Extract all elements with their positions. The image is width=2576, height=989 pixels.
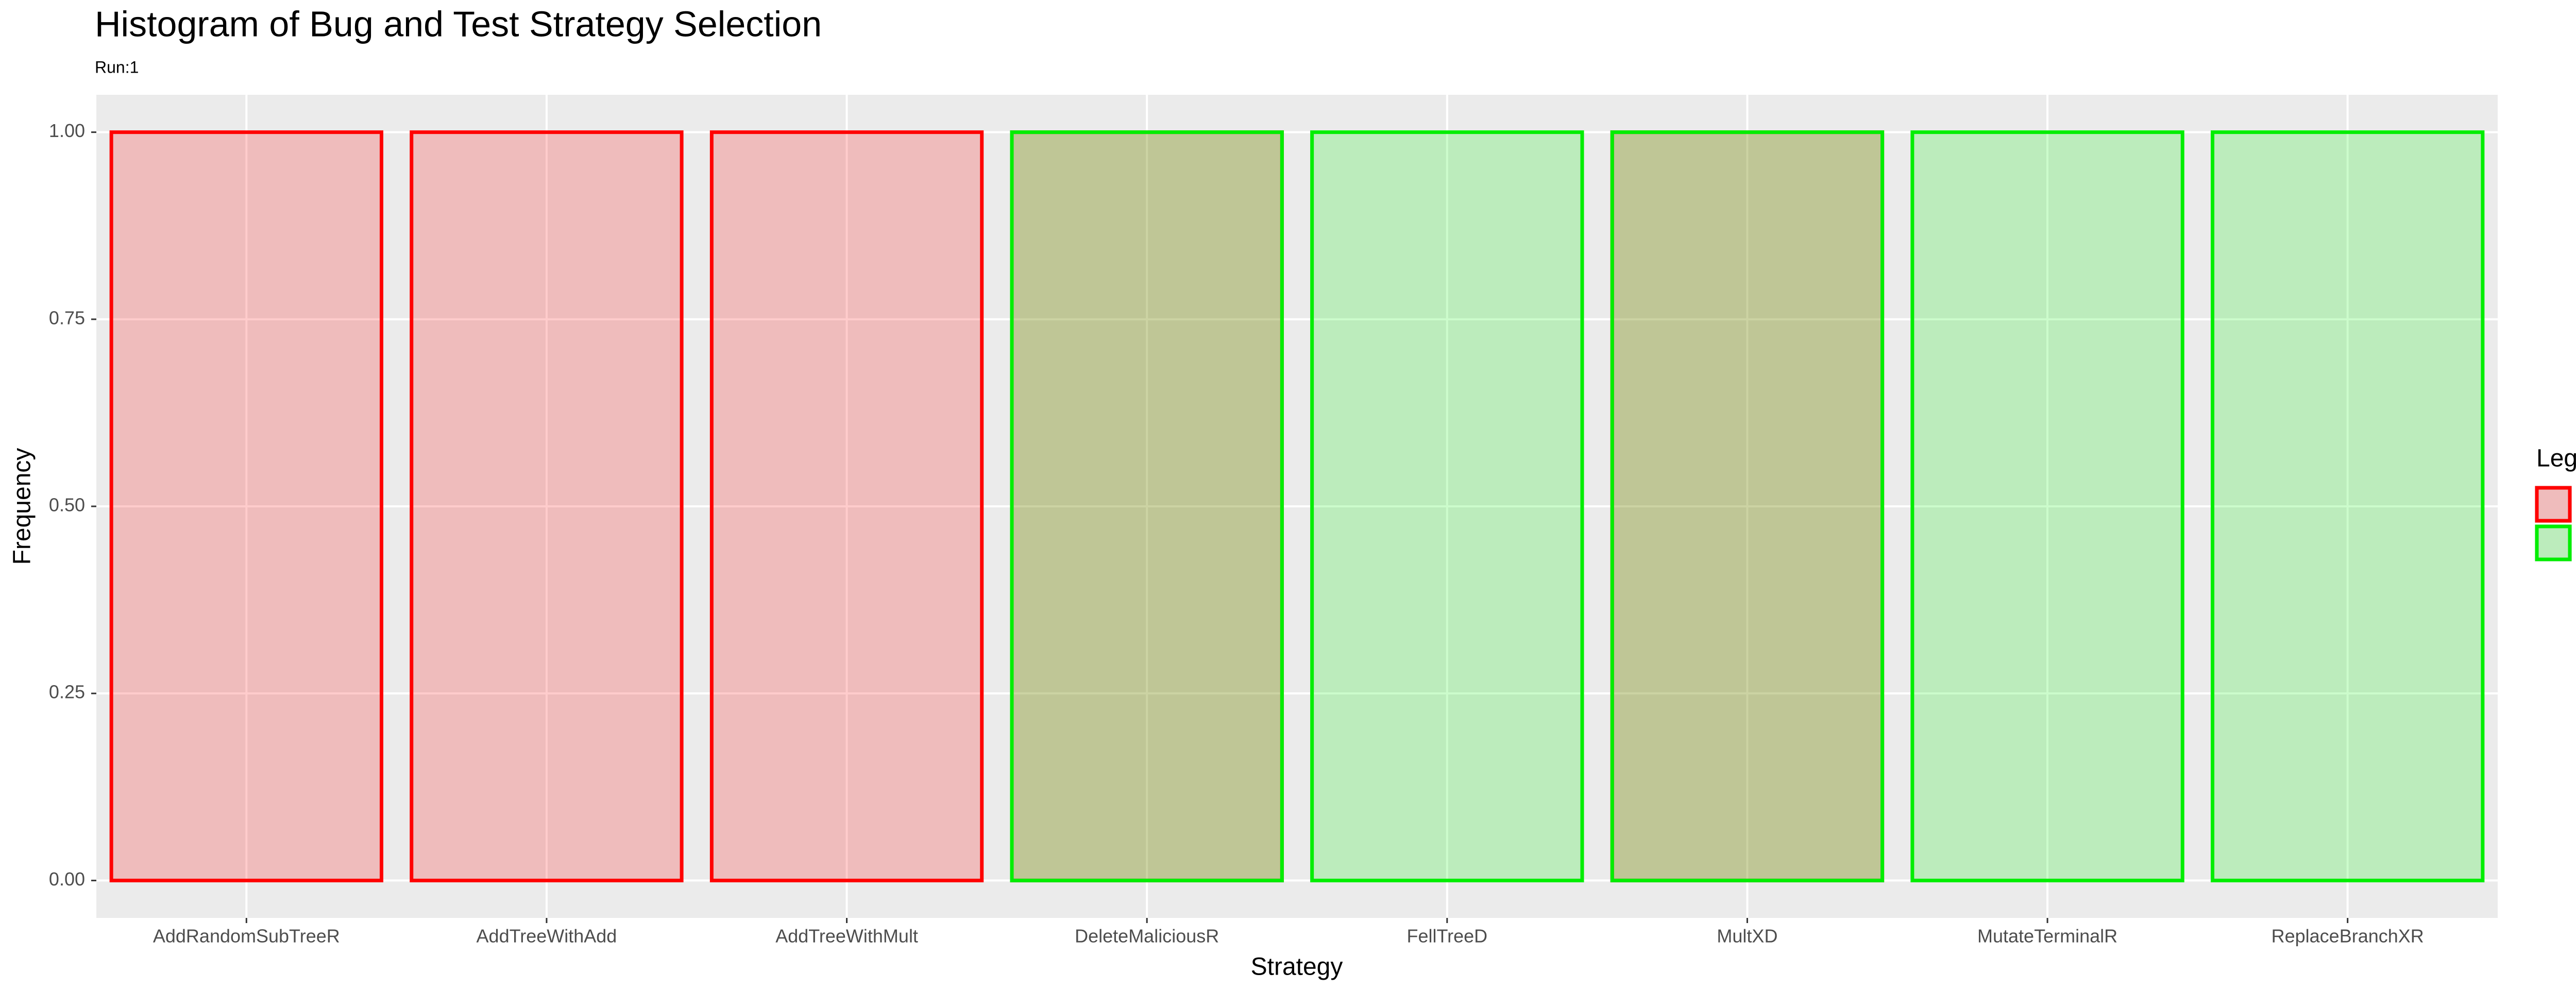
x-tick-label: MutateTerminalR: [1977, 926, 2117, 947]
y-axis-label: Frequency: [9, 448, 36, 565]
bar: [1910, 130, 2184, 882]
legend-title: Legend: [2536, 445, 2576, 472]
bar: [709, 130, 984, 882]
bar: [1310, 130, 1584, 882]
bar: [1610, 130, 1885, 882]
y-tick-label: 0.75: [49, 307, 85, 328]
bar: [2211, 130, 2485, 882]
y-tick-label: 0.50: [49, 494, 85, 516]
x-tick-label: AddTreeWithMult: [775, 926, 918, 947]
chart-title: Histogram of Bug and Test Strategy Selec…: [95, 4, 822, 44]
x-tick-label: FellTreeD: [1406, 926, 1487, 947]
x-tick-label: MultXD: [1717, 926, 1777, 947]
legend-key-bg: [2535, 486, 2572, 523]
y-tick-label: 0.25: [49, 681, 85, 703]
legend-key: [2535, 524, 2572, 561]
x-tick-label: AddTreeWithAdd: [477, 926, 617, 947]
legend-key-bg: [2535, 524, 2572, 561]
chart-subtitle: Run:1: [95, 58, 139, 76]
bar: [1010, 130, 1284, 882]
x-tick-label: DeleteMaliciousR: [1075, 926, 1219, 947]
legend-key: [2535, 486, 2572, 523]
y-tick-label: 1.00: [49, 120, 85, 141]
bar: [1610, 130, 1885, 882]
x-tick-label: AddRandomSubTreeR: [153, 926, 340, 947]
x-axis-label: Strategy: [1251, 953, 1343, 981]
bar: [410, 130, 684, 882]
x-tick-label: ReplaceBranchXR: [2272, 926, 2424, 947]
bar: [109, 130, 383, 882]
bar: [1010, 130, 1284, 882]
y-tick-label: 0.00: [49, 868, 85, 890]
